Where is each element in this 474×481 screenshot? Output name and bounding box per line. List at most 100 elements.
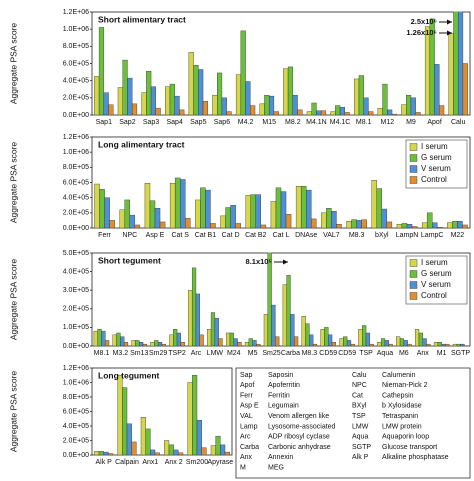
legend-swatch — [409, 292, 418, 300]
bars — [94, 177, 468, 228]
bar — [159, 221, 166, 228]
glossary-meaning: Lysosome-associated — [268, 423, 336, 430]
bar — [116, 332, 121, 346]
bar — [126, 423, 132, 455]
bar — [169, 183, 176, 228]
bar — [237, 342, 242, 346]
x-tick-label: Sm200 — [186, 459, 208, 466]
bar — [382, 83, 388, 115]
bar — [358, 329, 363, 346]
bar — [290, 314, 295, 346]
bar — [311, 102, 317, 115]
bar — [441, 343, 446, 346]
annotation: 8.1x10⁵ — [246, 257, 273, 266]
x-tick-label: M5 — [248, 350, 258, 357]
bar — [344, 112, 350, 115]
bar — [433, 342, 439, 346]
x-tick-label: TSP — [359, 350, 373, 357]
x-tick-label: Ferr — [98, 232, 112, 239]
bar — [306, 111, 312, 115]
bar — [210, 223, 216, 228]
bar — [418, 332, 423, 346]
bar — [437, 342, 442, 346]
bar — [273, 111, 279, 115]
bar — [346, 340, 352, 346]
bar — [196, 420, 202, 455]
glossary-meaning: Carbonic anhydrase — [268, 444, 331, 451]
bar — [139, 342, 144, 346]
y-tick-label: 8.0E+05 — [63, 394, 89, 401]
bar — [263, 314, 268, 346]
bar — [259, 103, 265, 115]
bar — [245, 195, 251, 228]
legend-label: Control — [421, 175, 447, 184]
bar — [445, 343, 450, 346]
bar — [129, 214, 136, 228]
bar — [294, 336, 299, 346]
bar — [173, 449, 179, 455]
glossary-abbr: Carba — [240, 444, 259, 451]
y-tick-label: 1.2E+06 — [63, 134, 89, 141]
bar — [377, 342, 382, 346]
bar — [380, 338, 386, 346]
glossary-abbr: Aqua — [352, 434, 368, 441]
bar — [221, 97, 227, 115]
x-tick-label: Apof — [427, 119, 441, 126]
bar — [410, 97, 416, 115]
x-tick-label: Sap2 — [119, 119, 135, 126]
bar — [245, 81, 251, 115]
glossary-meaning: LMW protein — [382, 423, 422, 430]
bars — [93, 252, 465, 346]
bar — [244, 342, 250, 346]
bar — [264, 95, 270, 115]
bar — [112, 334, 117, 346]
x-tick-label: M8.1 — [94, 350, 110, 357]
bar — [305, 323, 310, 346]
bar — [226, 111, 232, 115]
x-tick-label: LMW — [207, 350, 224, 357]
bar — [214, 317, 219, 346]
bar — [368, 111, 374, 115]
x-tick-label: CD59 — [338, 350, 356, 357]
y-tick-label: 2.0E+05 — [63, 437, 89, 444]
bar — [361, 219, 367, 228]
glossary-abbr: Anx — [240, 454, 253, 461]
bar — [94, 451, 100, 455]
bar — [164, 440, 170, 455]
x-tick-label: M8.3 — [349, 232, 365, 239]
bar — [362, 325, 367, 346]
bar — [437, 227, 443, 228]
bar — [169, 83, 175, 115]
bar — [217, 72, 223, 115]
bar — [142, 343, 148, 346]
bar — [179, 179, 186, 228]
bar — [330, 111, 336, 115]
bar — [432, 222, 438, 228]
bar — [215, 435, 221, 455]
x-tick-label: M4.1C — [330, 119, 351, 126]
glossary-abbr: LMW — [352, 423, 369, 430]
bar — [154, 208, 161, 228]
bar — [195, 293, 200, 346]
legend-swatch — [409, 259, 418, 267]
bar — [134, 224, 141, 228]
bar — [218, 338, 223, 346]
bar — [421, 222, 428, 228]
bar — [187, 382, 193, 455]
y-tick-label: 2.0E+05 — [63, 95, 89, 102]
bar — [109, 220, 115, 228]
glossary-meaning: Annexin — [268, 454, 293, 461]
panel-title: Short tegument — [98, 255, 161, 265]
bar — [300, 186, 307, 228]
glossary-abbr: VAL — [240, 413, 253, 420]
bar — [225, 207, 231, 228]
bar — [406, 95, 412, 115]
bar — [193, 65, 199, 115]
x-tick-label: Sap4 — [167, 119, 183, 126]
bar — [146, 71, 152, 115]
bar — [339, 107, 345, 115]
y-tick-label: 1.2E+06 — [63, 9, 89, 16]
bar — [178, 452, 184, 455]
y-tick-label: 1.2E+06 — [63, 365, 89, 372]
